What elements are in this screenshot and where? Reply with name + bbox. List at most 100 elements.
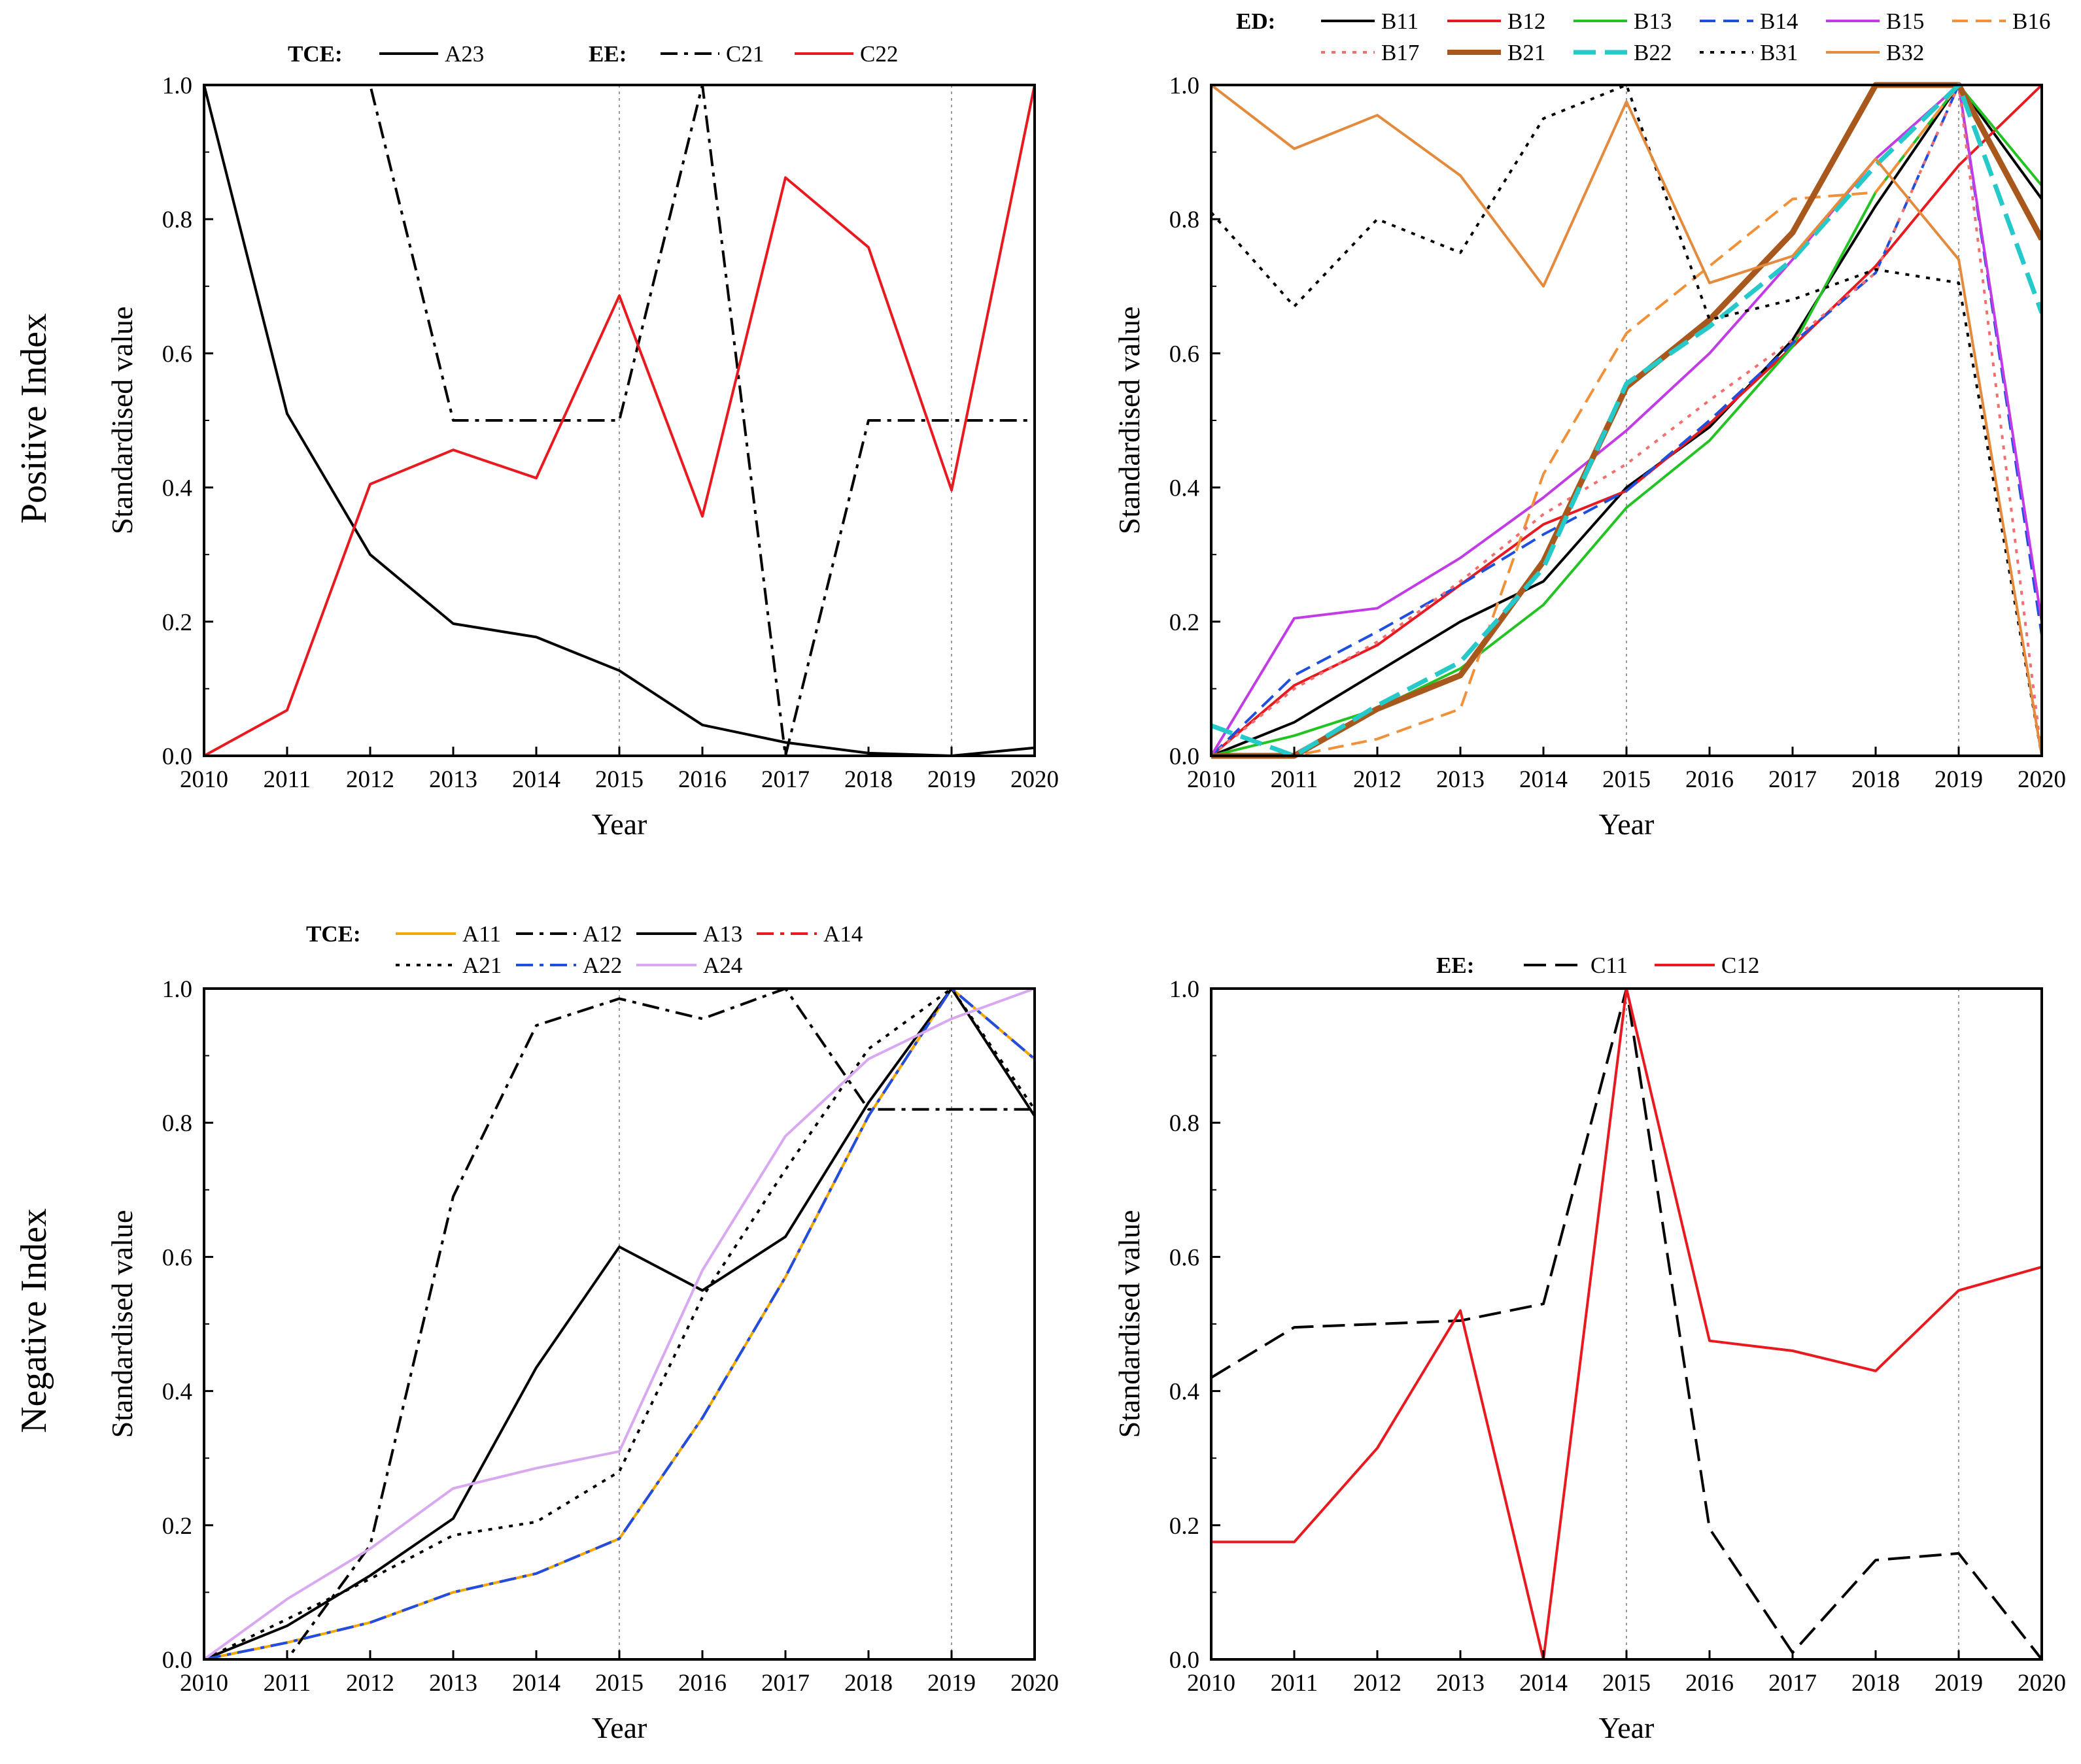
row-label-positive: Positive Index bbox=[14, 313, 54, 524]
legend-label-b31: B31 bbox=[1760, 40, 1798, 65]
y-tick-label: 0.2 bbox=[162, 1513, 192, 1540]
legend-label-b32: B32 bbox=[1886, 40, 1924, 65]
y-tick-label: 1.0 bbox=[162, 976, 192, 1003]
series-line-b32 bbox=[1211, 84, 2042, 756]
x-tick-label: 2010 bbox=[1187, 766, 1235, 793]
series-line-a22 bbox=[204, 987, 1035, 1661]
y-tick-label: 0.8 bbox=[162, 1110, 192, 1137]
y-tick-label: 0.6 bbox=[1169, 341, 1199, 367]
legend-group-label: ED: bbox=[1236, 8, 1275, 34]
legend-group-label: EE: bbox=[1436, 953, 1474, 978]
legend-group-label: EE: bbox=[589, 41, 627, 67]
y-axis-title: Standardised value bbox=[1112, 307, 1146, 535]
x-tick-label: 2016 bbox=[678, 1670, 727, 1697]
y-tick-label: 0.6 bbox=[162, 341, 192, 367]
x-tick-label: 2015 bbox=[1602, 766, 1651, 793]
legend-label-a13: A13 bbox=[703, 921, 742, 947]
x-tick-label: 2013 bbox=[1436, 1670, 1485, 1697]
y-tick-label: 0.4 bbox=[1169, 1379, 1199, 1406]
y-tick-label: 0.6 bbox=[162, 1244, 192, 1271]
x-tick-label: 2017 bbox=[1768, 1670, 1817, 1697]
y-tick-label: 0.4 bbox=[162, 1379, 192, 1406]
y-tick-label: 1.0 bbox=[162, 73, 192, 99]
legend-label-a14: A14 bbox=[823, 921, 863, 947]
x-tick-label: 2011 bbox=[264, 766, 311, 793]
series-line-b11 bbox=[1211, 84, 2042, 757]
x-axis-title: Year bbox=[1599, 807, 1655, 841]
x-tick-label: 2012 bbox=[1353, 1670, 1402, 1697]
x-tick-label: 2019 bbox=[1935, 1670, 1983, 1697]
x-tick-label: 2013 bbox=[429, 766, 477, 793]
series-line-a23 bbox=[204, 84, 1035, 757]
legend-group-label: TCE: bbox=[306, 921, 361, 947]
x-tick-label: 2020 bbox=[1010, 1670, 1059, 1697]
series-line-b15 bbox=[1211, 84, 2042, 757]
legend-label-b17: B17 bbox=[1381, 40, 1419, 65]
x-tick-label: 2013 bbox=[429, 1670, 477, 1697]
x-tick-label: 2015 bbox=[595, 766, 644, 793]
x-axis-title: Year bbox=[1599, 1711, 1655, 1744]
y-tick-label: 0.0 bbox=[162, 1647, 192, 1674]
y-tick-label: 0.0 bbox=[1169, 1647, 1199, 1674]
legend-label-b11: B11 bbox=[1381, 8, 1419, 34]
x-tick-label: 2011 bbox=[264, 1670, 311, 1697]
row-label-negative: Negative Index bbox=[14, 1208, 54, 1433]
x-tick-label: 2010 bbox=[180, 1670, 228, 1697]
x-tick-label: 2017 bbox=[761, 766, 810, 793]
legend-label-b14: B14 bbox=[1760, 8, 1798, 34]
legend-label-a23: A23 bbox=[445, 41, 484, 67]
legend: TCE: A23 EE: C21 C22 bbox=[288, 41, 898, 67]
x-tick-label: 2014 bbox=[1519, 1670, 1568, 1697]
series-line-b16 bbox=[1211, 84, 2042, 757]
x-tick-label: 2019 bbox=[927, 1670, 976, 1697]
x-tick-label: 2016 bbox=[1685, 1670, 1734, 1697]
x-tick-label: 2011 bbox=[1271, 766, 1318, 793]
legend: EE: C11 C12 bbox=[1436, 953, 1759, 978]
y-tick-label: 0.0 bbox=[162, 743, 192, 770]
x-tick-label: 2012 bbox=[346, 766, 394, 793]
legend-label-b16: B16 bbox=[2012, 8, 2050, 34]
x-tick-label: 2014 bbox=[512, 766, 560, 793]
y-tick-label: 1.0 bbox=[1169, 73, 1199, 99]
y-tick-label: 0.8 bbox=[162, 207, 192, 233]
y-axis-title: Standardised value bbox=[105, 1210, 139, 1438]
x-tick-label: 2020 bbox=[1010, 766, 1059, 793]
chart-panel-positive-ed: 2010 2011 2012 2013 2014 2015 2016 2017 2018 2019… bbox=[1112, 8, 2066, 841]
y-tick-label: 0.6 bbox=[1169, 1244, 1199, 1271]
y-axis-title: Standardised value bbox=[1112, 1210, 1146, 1438]
y-tick-label: 0.0 bbox=[1169, 743, 1199, 770]
x-tick-label: 2018 bbox=[1851, 766, 1900, 793]
legend-label-b15: B15 bbox=[1886, 8, 1924, 34]
y-tick-label: 1.0 bbox=[1169, 976, 1199, 1003]
series-line-a12 bbox=[204, 987, 1035, 1661]
y-tick-label: 0.4 bbox=[162, 475, 192, 502]
y-axis-title: Standardised value bbox=[105, 307, 139, 535]
chart-panel-negative-tce: 2010 2011 2012 2013 2014 2015 2016 2017 2018 2019… bbox=[105, 921, 1059, 1744]
legend-label-b21: B21 bbox=[1507, 40, 1545, 65]
x-axis-title: Year bbox=[592, 1711, 647, 1744]
x-tick-label: 2014 bbox=[512, 1670, 560, 1697]
x-tick-label: 2010 bbox=[180, 766, 228, 793]
x-tick-label: 2010 bbox=[1187, 1670, 1235, 1697]
y-tick-label: 0.2 bbox=[1169, 609, 1199, 636]
legend-label-b22: B22 bbox=[1634, 40, 1672, 65]
legend: ED: B11 B12 B13 B14 B15 B16 B17 B21 B22 B31 B32 bbox=[1236, 8, 2050, 65]
legend-label-a12: A12 bbox=[583, 921, 622, 947]
legend-label-b12: B12 bbox=[1507, 8, 1545, 34]
legend-label-a24: A24 bbox=[703, 953, 742, 978]
x-tick-label: 2017 bbox=[761, 1670, 810, 1697]
x-tick-label: 2018 bbox=[844, 766, 893, 793]
y-tick-label: 0.4 bbox=[1169, 475, 1199, 502]
legend-label-c12: C12 bbox=[1721, 953, 1759, 978]
x-tick-label: 2014 bbox=[1519, 766, 1568, 793]
series-line-a13 bbox=[204, 987, 1035, 1661]
x-tick-label: 2020 bbox=[2018, 1670, 2066, 1697]
x-tick-label: 2018 bbox=[844, 1670, 893, 1697]
legend: TCE: A11 A12 A13 A14 A21 A22 A24 bbox=[306, 921, 863, 978]
x-tick-label: 2019 bbox=[1935, 766, 1983, 793]
x-tick-label: 2012 bbox=[1353, 766, 1402, 793]
x-tick-label: 2011 bbox=[1271, 1670, 1318, 1697]
x-tick-label: 2013 bbox=[1436, 766, 1485, 793]
x-tick-label: 2012 bbox=[346, 1670, 394, 1697]
